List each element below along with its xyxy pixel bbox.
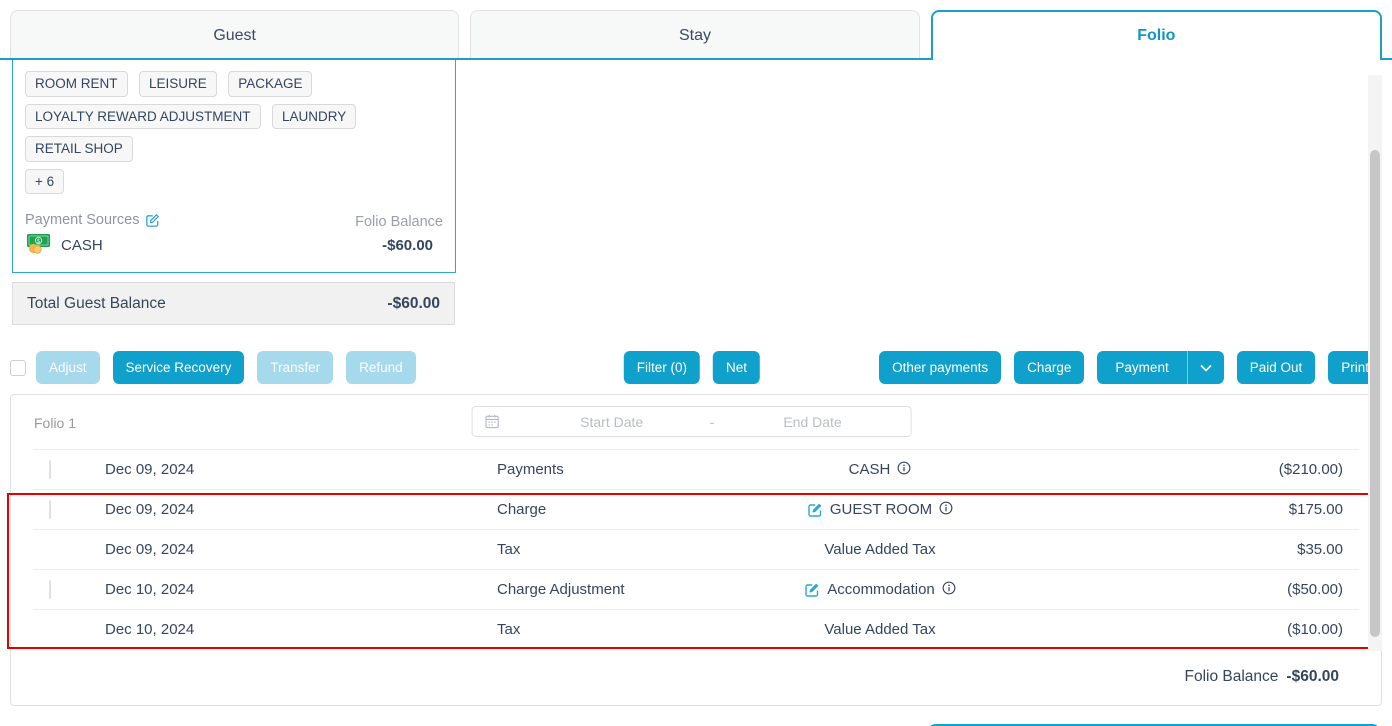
row-checkbox[interactable] [49,580,51,599]
paid-out-button[interactable]: Paid Out [1236,351,1316,384]
info-icon[interactable] [942,581,956,599]
filter-button[interactable]: Filter (0) [623,351,701,384]
adjust-button[interactable]: Adjust [36,351,100,384]
chip-loyalty-reward-adjustment[interactable]: LOYALTY REWARD ADJUSTMENT [25,103,261,129]
svg-text:$: $ [36,237,40,245]
check-out-button[interactable]: Check Out [927,724,1381,726]
folio-table-footer: Folio Balance -$60.00 [11,649,1381,686]
tab-guest-label: Guest [213,26,256,44]
folio-toolbar: Adjust Service Recovery Transfer Refund … [10,351,1382,384]
chip-package[interactable]: PACKAGE [228,71,313,97]
date-range-picker[interactable]: Start Date - End Date [471,406,912,437]
folio-table-rows: Dec 09, 2024 Payments CASH ($210.00) Dec… [7,449,1381,649]
table-row-tax-1[interactable]: Dec 09, 2024 Tax Value Added Tax $35.00 [33,529,1359,569]
tab-folio[interactable]: Folio [930,10,1382,62]
row-date: Dec 10, 2024 [105,581,195,598]
row-description: Value Added Tax [824,541,936,558]
payment-sources-label: Payment Sources [25,212,140,228]
row-amount: $35.00 [1297,541,1343,558]
chip-laundry[interactable]: LAUNDRY [272,103,357,129]
refund-button[interactable]: Refund [346,351,416,384]
tab-bar: Guest Stay Folio [0,10,1392,62]
tab-stay[interactable]: Stay [470,10,920,60]
date-range-separator: - [709,413,715,430]
row-description: Value Added Tax [824,621,936,638]
payment-source-name: CASH [61,236,103,254]
folio-balance-label: Folio Balance [355,214,443,230]
row-amount: ($210.00) [1278,461,1343,478]
row-description: Accommodation [827,581,935,598]
tab-stay-label: Stay [678,26,711,44]
row-type: Tax [497,541,521,558]
end-date-input[interactable]: End Date [783,413,842,430]
row-type: Payments [497,461,564,478]
info-icon[interactable] [897,461,911,479]
folio-summary-card: ROOM RENT LEISURE PACKAGE LOYALTY REWARD… [12,60,456,273]
row-type: Tax [497,621,521,638]
charge-category-chips: ROOM RENT LEISURE PACKAGE LOYALTY REWARD… [25,68,443,198]
row-type: Charge Adjustment [497,581,625,598]
table-row-tax-2[interactable]: Dec 10, 2024 Tax Value Added Tax ($10.00… [33,609,1359,649]
info-icon[interactable] [939,501,953,519]
row-checkbox[interactable] [49,500,51,519]
table-row-payment-cash[interactable]: Dec 09, 2024 Payments CASH ($210.00) [33,449,1359,489]
row-date: Dec 09, 2024 [105,461,195,478]
row-type: Charge [497,501,547,518]
select-all-checkbox[interactable] [10,359,26,376]
charge-button[interactable]: Charge [1014,351,1085,384]
row-date: Dec 10, 2024 [105,621,195,638]
chip-leisure[interactable]: LEISURE [138,71,217,97]
calendar-icon [485,414,500,429]
chip-retail-shop[interactable]: RETAIL SHOP [25,136,133,162]
total-guest-balance-label: Total Guest Balance [27,294,166,312]
cash-money-icon: $ [25,232,52,258]
total-guest-balance-value: -$60.00 [387,294,440,312]
row-date: Dec 09, 2024 [105,541,195,558]
transfer-button[interactable]: Transfer [257,351,334,384]
edit-payment-sources-icon[interactable] [145,213,160,228]
row-checkbox[interactable] [49,460,51,479]
table-row-charge-guest-room[interactable]: Dec 09, 2024 Charge GUEST ROOM $175.00 [33,489,1359,529]
row-amount: $175.00 [1288,501,1343,518]
service-recovery-button[interactable]: Service Recovery [112,351,245,384]
vertical-scrollbar-thumb[interactable] [1370,150,1380,637]
tab-folio-label: Folio [1137,27,1176,44]
edit-charge-icon[interactable] [807,502,823,518]
row-date: Dec 09, 2024 [105,501,195,518]
payment-button-divider [1186,351,1188,384]
payment-split-button[interactable]: Payment [1097,351,1224,384]
table-row-charge-adjustment[interactable]: Dec 10, 2024 Charge Adjustment Accommoda… [33,569,1359,609]
row-description: GUEST ROOM [829,501,933,518]
row-description: CASH [848,461,891,478]
table-folio-balance-value: -$60.00 [1286,668,1339,685]
edit-charge-icon[interactable] [804,582,820,598]
tab-guest[interactable]: Guest [10,10,460,60]
folio-number-label: Folio 1 [34,415,77,431]
other-payments-button[interactable]: Other payments [879,351,1002,384]
start-date-input[interactable]: Start Date [580,413,644,430]
net-button[interactable]: Net [713,351,761,384]
folio-table: Folio 1 Start Date - End Date Dec 09, 20… [7,394,1382,706]
row-amount: ($50.00) [1287,581,1343,598]
chip-room-rent[interactable]: ROOM RENT [25,71,128,97]
chip-more-count[interactable]: + 6 [25,168,65,194]
folio-table-header: Folio 1 Start Date - End Date [11,395,1381,449]
row-amount: ($10.00) [1287,621,1343,638]
total-guest-balance-bar: Total Guest Balance -$60.00 [12,282,455,325]
folio-balance-value: -$60.00 [382,237,433,254]
payment-button-label[interactable]: Payment [1115,360,1169,375]
table-folio-balance-label: Folio Balance [1184,668,1279,685]
payment-dropdown-chevron-icon[interactable] [1188,364,1224,372]
